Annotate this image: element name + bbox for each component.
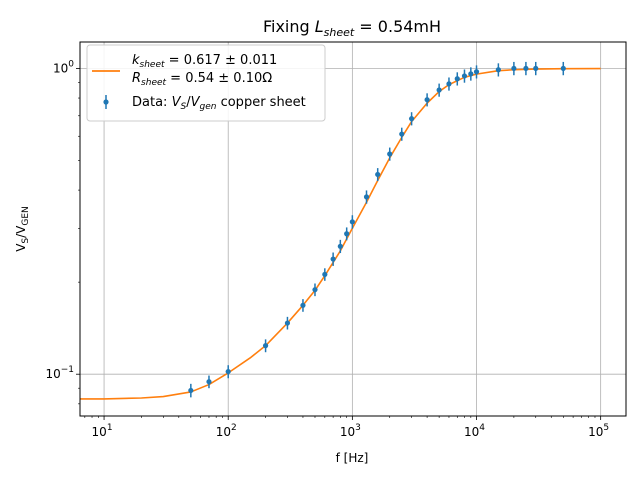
legend-data-rest: copper sheet — [216, 95, 305, 110]
legend-k-var: k — [132, 53, 140, 68]
data-point — [454, 76, 460, 82]
x-tick-exponent: 3 — [355, 423, 361, 433]
ylabel-slash: / — [14, 233, 28, 238]
data-point — [262, 343, 269, 349]
data-point — [363, 194, 370, 200]
legend-fit-line1: ksheet = 0.617 ± 0.011 — [132, 53, 277, 70]
data-point — [523, 65, 529, 72]
x-tick-exponent: 1 — [107, 423, 113, 433]
y-tick-label: 10−1 — [45, 365, 74, 381]
data-point — [188, 387, 194, 394]
title-sub: sheet — [324, 26, 355, 39]
legend-fit-line2: Rsheet = 0.54 ± 0.10Ω — [132, 71, 272, 88]
data-point — [424, 97, 430, 103]
legend-data-slash: / — [186, 95, 191, 110]
data-point — [533, 65, 539, 72]
data-point — [312, 287, 318, 293]
legend-k-rest: = 0.617 ± 0.011 — [165, 53, 278, 68]
title-rest: = 0.54mH — [354, 17, 441, 36]
x-tick-exponent: 4 — [479, 423, 485, 433]
data-point — [330, 256, 336, 262]
legend-data-a: V — [172, 95, 182, 110]
legend-r-var: R — [132, 71, 141, 86]
legend-box — [86, 44, 326, 122]
legend-r-rest: = 0.54 ± 0.10Ω — [166, 71, 272, 86]
x-tick-base: 10 — [588, 425, 603, 439]
x-tick-exponent: 2 — [231, 423, 237, 433]
x-tick-label: 103 — [340, 423, 361, 439]
points-layer — [188, 61, 566, 398]
x-tick-label: 102 — [216, 423, 237, 439]
data-point — [511, 65, 517, 72]
x-axis-label: f [Hz] — [336, 451, 369, 465]
data-point — [461, 73, 468, 79]
x-tick-exponent: 5 — [603, 423, 609, 433]
y-tick-label: 100 — [53, 59, 74, 75]
data-point — [225, 368, 231, 375]
data-point — [284, 320, 291, 326]
fit-curve — [80, 67, 601, 400]
ylabel-b-sub: GEN — [21, 206, 31, 225]
data-point — [206, 379, 212, 385]
data-point — [375, 171, 381, 178]
x-tick-label: 105 — [588, 423, 609, 439]
legend-data-a-sub: S — [180, 102, 186, 112]
grid — [80, 42, 626, 416]
data-point — [473, 69, 480, 75]
data-point — [344, 231, 350, 237]
data-point — [337, 243, 343, 249]
data-point — [399, 131, 405, 137]
ylabel-a-sub: S — [21, 238, 31, 244]
x-tick-base: 10 — [92, 425, 107, 439]
data-point — [468, 71, 474, 77]
ylabel-a: V — [14, 243, 28, 252]
x-tick-label: 101 — [92, 423, 113, 439]
data-point — [349, 219, 355, 225]
data-point — [436, 87, 442, 93]
y-tick-exponent: 0 — [68, 59, 74, 69]
fit-layer — [80, 67, 601, 400]
data-point — [300, 302, 306, 308]
legend-data-prefix: Data: — [132, 95, 172, 110]
x-tick-base: 10 — [216, 425, 231, 439]
data-point — [387, 151, 393, 157]
data-point — [408, 116, 415, 122]
x-tick-label: 104 — [464, 423, 485, 439]
legend-k-sub: sheet — [140, 60, 165, 70]
legend: ksheet = 0.617 ± 0.011 Rsheet = 0.54 ± 0… — [86, 44, 326, 122]
data-point — [322, 271, 328, 278]
ylabel-b: V — [14, 225, 28, 234]
chart-title: Fixing Lsheet = 0.54mH — [263, 17, 441, 39]
legend-data-b-sub: gen — [199, 102, 216, 112]
x-tick-base: 10 — [464, 425, 479, 439]
legend-data-marker — [103, 99, 109, 105]
x-tick-base: 10 — [340, 425, 355, 439]
y-tick-exponent: −1 — [61, 365, 74, 375]
y-tick-base: 10 — [53, 61, 68, 75]
plot-frame — [79, 41, 627, 417]
data-point — [495, 67, 501, 73]
legend-r-sub: sheet — [141, 78, 166, 88]
data-point — [560, 65, 566, 72]
y-axis-label: VS/VGEN — [14, 206, 31, 252]
y-tick-base: 10 — [45, 367, 60, 381]
data-point — [446, 81, 452, 87]
title-var: L — [315, 17, 324, 36]
legend-data-label: Data: VS/Vgen copper sheet — [132, 95, 306, 112]
legend-data-b: V — [191, 95, 201, 110]
title-prefix: Fixing — [263, 17, 315, 36]
